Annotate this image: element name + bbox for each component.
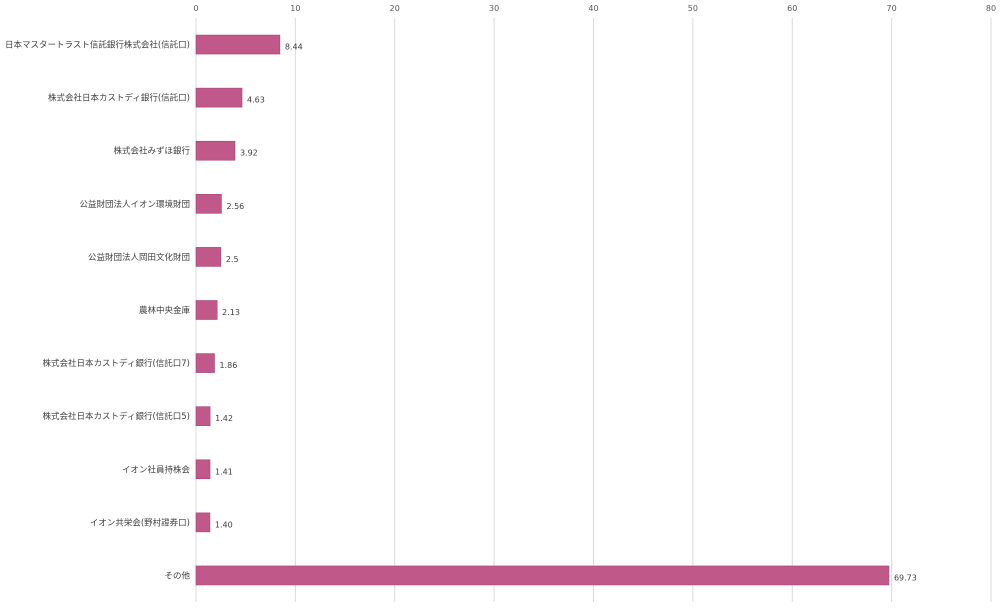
bar [195,406,211,426]
data-labels: 8.44 4.63 3.92 2.56 2.5 2.13 1.86 1.42 1.41 1.40 6… [215,43,917,583]
category-label: 公益財団法人イオン環境財団 [79,199,190,210]
x-tick-label: 10 [290,4,300,13]
category-labels: 日本マスタートラスト信託銀行株式会社(信託口) 株式会社日本カストディ銀行(信託口… [5,40,190,582]
data-label: 1.41 [215,467,233,476]
data-label: 2.13 [222,308,240,317]
category-label: 株式会社日本カストディ銀行(信託口7) [43,358,190,369]
bars [195,34,890,586]
bar [195,459,211,480]
data-label: 1.86 [219,361,237,370]
category-label: イオン社員持株会 [122,464,191,475]
x-tick-label: 20 [390,4,400,13]
bar [195,512,211,533]
bar [195,34,281,55]
category-label: 株式会社日本カストディ銀行(信託口) [48,93,190,104]
data-label: 4.63 [247,96,265,105]
data-label: 2.56 [226,202,244,211]
x-tick-label: 70 [887,4,897,13]
gridlines [195,18,992,602]
data-label: 1.40 [215,520,233,529]
data-label: 2.5 [226,255,239,264]
x-tick-label: 50 [688,4,698,13]
bar [195,194,222,214]
data-label: 3.92 [240,149,258,158]
x-tick-label: 60 [787,4,797,13]
x-axis-ticks: 0 10 20 30 40 50 60 70 80 [193,4,996,13]
bar [195,565,890,586]
bar [195,247,222,267]
x-tick-label: 40 [588,4,598,13]
data-label: 69.73 [894,573,917,582]
bar [195,140,236,161]
x-tick-label: 0 [193,4,198,13]
category-label: その他 [164,570,190,581]
bar [195,87,243,108]
category-label: 日本マスタートラスト信託銀行株式会社(信託口) [5,40,190,51]
data-label: 8.44 [285,43,303,52]
x-tick-label: 30 [489,4,499,13]
bar [195,300,218,320]
category-label: 公益財団法人岡田文化財団 [88,252,190,263]
category-label: 農林中央金庫 [139,305,191,316]
category-label: 株式会社みずほ銀行 [113,146,190,157]
bar [195,353,215,373]
data-label: 1.42 [215,414,233,423]
category-label: 株式会社日本カストディ銀行(信託口5) [43,411,190,422]
category-label: イオン共栄会(野村證券口) [90,517,190,528]
x-tick-label: 80 [986,4,996,13]
